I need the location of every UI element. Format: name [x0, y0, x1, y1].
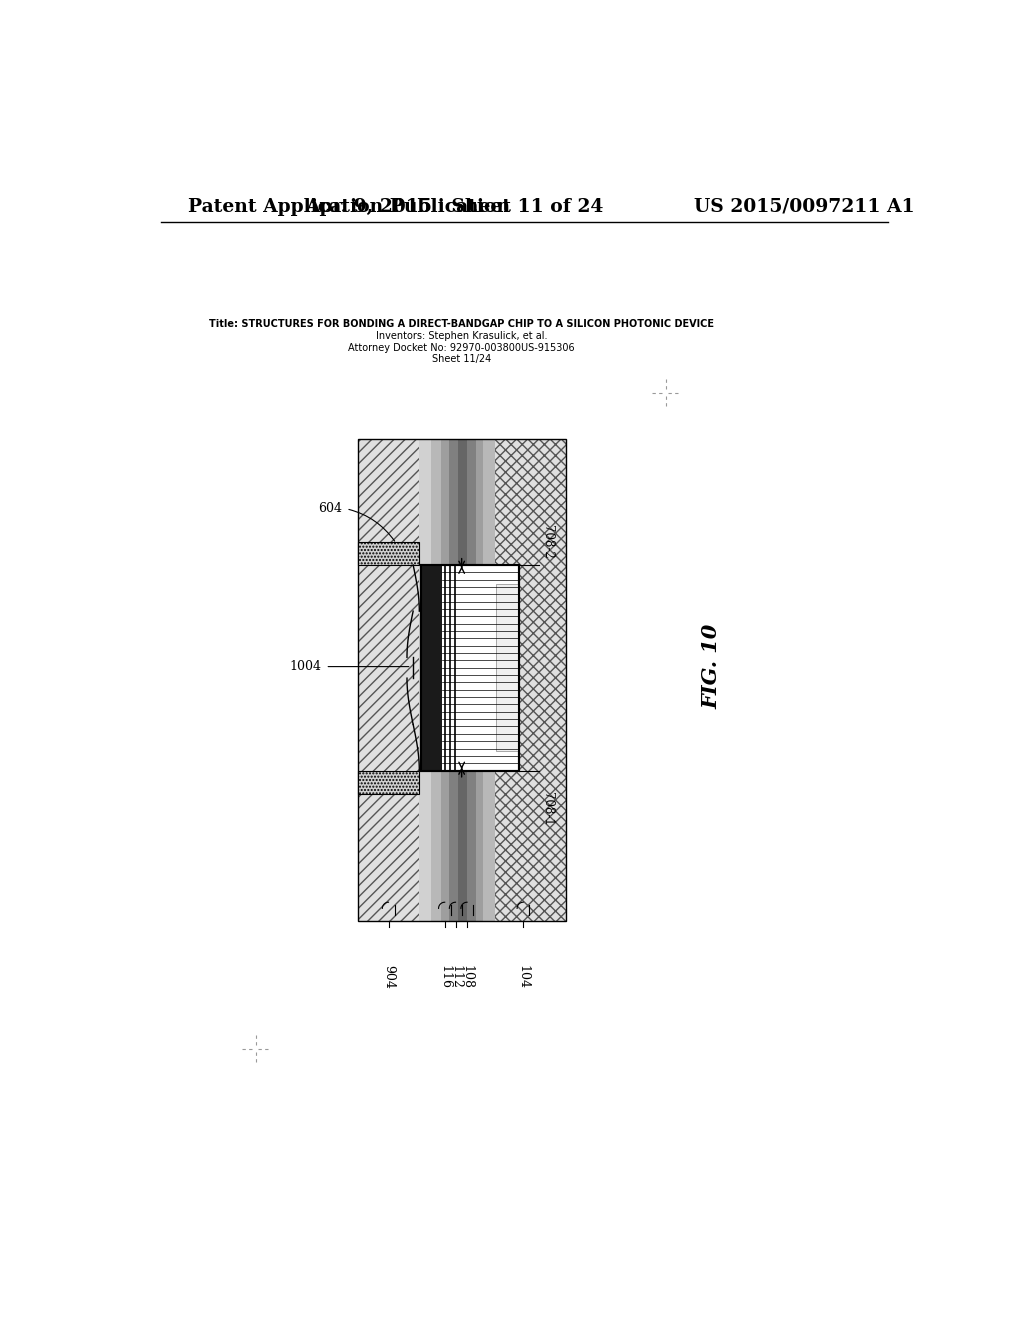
- Text: FIG. 10: FIG. 10: [701, 624, 722, 709]
- Bar: [421, 565, 519, 771]
- Bar: [441, 440, 451, 921]
- Text: Title: STRUCTURES FOR BONDING A DIRECT-BANDGAP CHIP TO A SILICON PHOTONIC DEVICE: Title: STRUCTURES FOR BONDING A DIRECT-B…: [209, 319, 714, 329]
- Bar: [357, 440, 565, 921]
- Text: Sheet 11/24: Sheet 11/24: [432, 354, 492, 364]
- Text: 116: 116: [438, 965, 452, 989]
- Text: 904: 904: [382, 965, 395, 989]
- Bar: [458, 440, 469, 921]
- Text: Patent Application Publication: Patent Application Publication: [188, 198, 510, 216]
- Bar: [483, 440, 495, 921]
- Bar: [481, 440, 565, 921]
- Text: 108: 108: [461, 965, 473, 989]
- Bar: [497, 585, 519, 751]
- Text: 708-2: 708-2: [541, 525, 554, 558]
- Text: 1004: 1004: [290, 660, 322, 673]
- Bar: [357, 440, 419, 921]
- Text: Apr. 9, 2015   Sheet 11 of 24: Apr. 9, 2015 Sheet 11 of 24: [305, 198, 603, 216]
- Bar: [421, 565, 519, 771]
- Bar: [467, 440, 478, 921]
- Text: 708-1: 708-1: [541, 792, 554, 826]
- Text: Attorney Docket No: 92970-003800US-915306: Attorney Docket No: 92970-003800US-91530…: [348, 343, 574, 352]
- Bar: [419, 440, 433, 921]
- Bar: [449, 440, 460, 921]
- Bar: [357, 771, 419, 793]
- Bar: [476, 440, 485, 921]
- Bar: [421, 565, 442, 771]
- Text: 604: 604: [318, 502, 342, 515]
- Text: 112: 112: [449, 965, 462, 989]
- Bar: [357, 541, 419, 565]
- Text: US 2015/0097211 A1: US 2015/0097211 A1: [694, 198, 914, 216]
- Text: 104: 104: [517, 965, 529, 989]
- Bar: [431, 440, 442, 921]
- Text: Inventors: Stephen Krasulick, et al.: Inventors: Stephen Krasulick, et al.: [376, 331, 548, 342]
